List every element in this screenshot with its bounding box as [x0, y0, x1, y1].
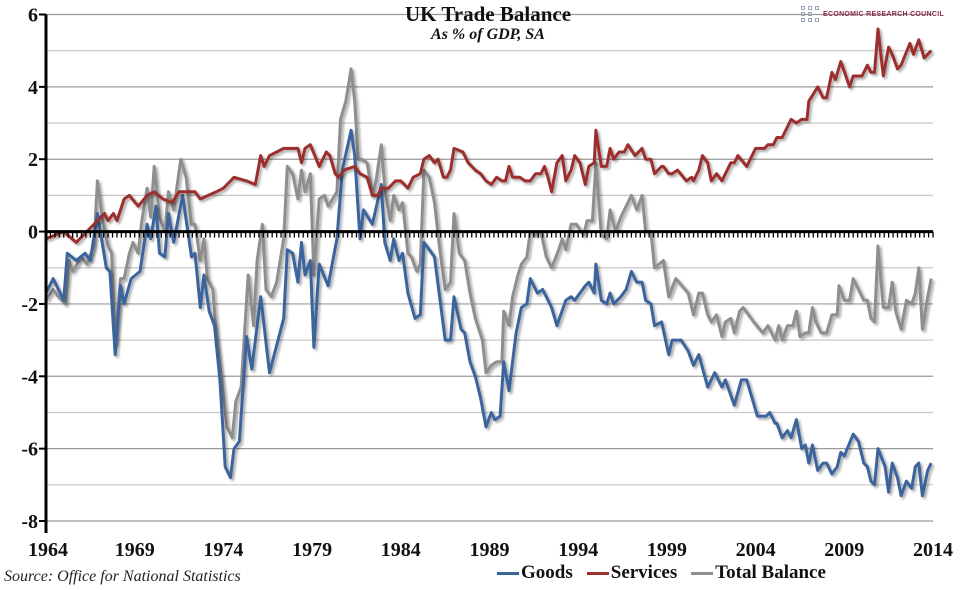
x-tick-label: 1974	[203, 539, 243, 561]
economic-research-council-logo: ECONOMIC RESEARCH COUNCIL	[801, 6, 944, 22]
series-line-total-balance	[44, 67, 933, 440]
y-tick-label: 4	[28, 77, 38, 99]
x-tick-label: 1964	[28, 539, 68, 561]
x-tick-label: 1969	[115, 539, 155, 561]
logo-text: ECONOMIC RESEARCH COUNCIL	[823, 10, 945, 18]
legend-swatch-services	[586, 571, 609, 575]
chart-subtitle: As % of GDP, SA	[431, 26, 545, 43]
x-tick-label: 2009	[824, 539, 864, 561]
legend-item-total-balance: Total Balance	[691, 562, 826, 584]
x-tick-label: 1999	[647, 539, 687, 561]
series-line-services	[45, 27, 933, 244]
legend-label-services: Services	[610, 562, 678, 583]
gridlines	[46, 13, 933, 522]
x-tick-label: 1989	[470, 539, 510, 561]
y-axis-tick-labels: 6 4 2 0 -2 -4 -6 -8	[21, 5, 38, 534]
legend-item-goods: Goods	[497, 562, 573, 584]
series-line-goods	[44, 128, 933, 498]
y-tick-label: 0	[28, 222, 38, 244]
legend-item-services: Services	[586, 562, 678, 584]
legend-label-goods: Goods	[521, 562, 573, 583]
x-axis-tick-labels: 1964 1969 1974 1979 1984 1989 1994 1999 2004 2009…	[28, 539, 953, 561]
legend-swatch-total-balance	[691, 571, 714, 575]
logo-grid-icon	[801, 6, 820, 22]
legend-label-total-balance: Total Balance	[715, 562, 826, 583]
x-tick-label: 1984	[381, 539, 421, 561]
series-lines	[44, 27, 933, 498]
y-tick-label: -4	[21, 366, 38, 388]
x-tick-label: 1979	[292, 539, 332, 561]
chart-title: UK Trade Balance	[404, 2, 572, 26]
legend: Goods Services Total Balance	[497, 562, 826, 584]
axes	[39, 13, 934, 533]
x-tick-label: 2014	[913, 539, 953, 561]
y-tick-label: 2	[28, 149, 38, 171]
x-tick-label: 2004	[736, 539, 776, 561]
source-note: Source: Office for National Statistics	[4, 568, 241, 585]
y-tick-label: -2	[21, 294, 38, 316]
legend-swatch-goods	[497, 571, 519, 575]
y-tick-label: -8	[21, 511, 38, 533]
y-tick-label: -6	[21, 439, 38, 461]
x-tick-label: 1994	[558, 539, 598, 561]
y-tick-label: 6	[28, 5, 38, 27]
